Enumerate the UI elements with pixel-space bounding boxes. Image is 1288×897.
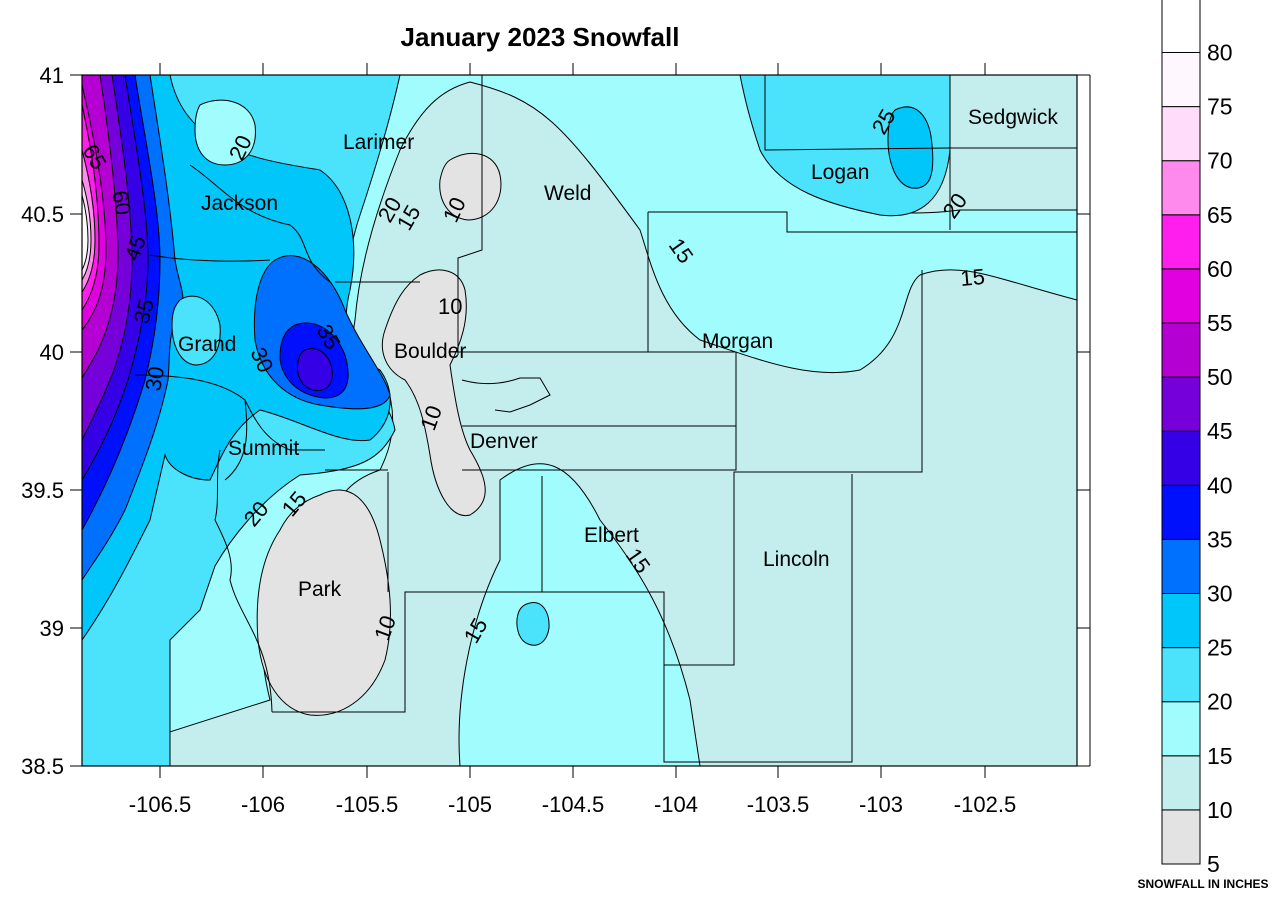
legend-swatch	[1161, 647, 1201, 703]
county-label-summit: Summit	[228, 437, 299, 460]
y-tick-label: 40.5	[21, 202, 64, 227]
legend-swatch	[1161, 322, 1201, 378]
fill-band-5-10	[439, 152, 502, 221]
county-label-denver: Denver	[470, 430, 538, 453]
legend-swatch	[1161, 268, 1201, 324]
legend-level-label: 45	[1207, 418, 1233, 444]
fill-pocket-jackson	[194, 99, 256, 166]
map-title: January 2023 Snowfall	[400, 22, 680, 52]
fill-band-5-10	[381, 269, 486, 516]
county-label-park: Park	[298, 578, 342, 601]
x-tick-label: -103.5	[747, 792, 809, 817]
fill-band-15-20	[458, 463, 701, 766]
legend-swatch	[1161, 701, 1201, 757]
legend-swatches	[1161, 0, 1201, 865]
county-label-boulder: Boulder	[394, 340, 466, 363]
plot-frame	[81, 74, 1078, 767]
x-tick-label: -106	[241, 792, 285, 817]
legend-swatch	[1161, 755, 1201, 811]
contour-label: 30	[140, 364, 169, 392]
legend-level-label: 5	[1207, 851, 1220, 877]
legend-level-label: 55	[1207, 310, 1233, 336]
county-label-sedgwick: Sedgwick	[968, 106, 1058, 129]
county-label-lincoln: Lincoln	[763, 548, 830, 571]
contour-label: 15	[959, 264, 986, 291]
legend-level-label: 10	[1207, 797, 1233, 823]
legend-swatch	[1161, 214, 1201, 270]
legend-swatch	[1161, 484, 1201, 540]
y-tick-label: 39.5	[21, 478, 64, 503]
fill-band-25-30	[887, 106, 934, 189]
x-tick-label: -105.5	[336, 792, 398, 817]
legend-level-label: 35	[1207, 526, 1233, 552]
county-label-logan: Logan	[811, 161, 869, 184]
legend-caption: SNOWFALL IN INCHES	[1137, 877, 1269, 891]
legend-level-label: 15	[1207, 743, 1233, 769]
snowfall-contours	[82, 75, 1077, 766]
legend-level-label: 40	[1207, 472, 1233, 498]
snowfall-map: -106.5 -106 -105.5 -105 -104.5 -104 -103…	[21, 63, 1091, 817]
x-tick-label: -105	[448, 792, 492, 817]
y-tick-label: 39	[40, 616, 64, 641]
x-tick-label: -103	[859, 792, 903, 817]
legend-swatch	[1161, 593, 1201, 649]
legend-level-label: 30	[1207, 581, 1233, 607]
legend-level-label: 60	[1207, 256, 1233, 282]
legend-level-label: 80	[1207, 40, 1233, 66]
legend-swatch	[1161, 0, 1201, 53]
legend-swatch	[1161, 376, 1201, 432]
y-tick-label: 40	[40, 340, 64, 365]
county-label-grand: Grand	[178, 333, 236, 356]
county-label-weld: Weld	[544, 182, 591, 205]
y-tick-label: 38.5	[21, 754, 64, 779]
legend-level-label: 70	[1207, 148, 1233, 174]
legend-level-label: 25	[1207, 635, 1233, 661]
legend-level-label: 50	[1207, 364, 1233, 390]
axis-ticks	[70, 63, 1090, 778]
fill-pocket-grand	[171, 295, 221, 366]
county-label-larimer: Larimer	[343, 131, 414, 154]
x-tick-label: -104	[654, 792, 698, 817]
x-tick-label: -106.5	[129, 792, 191, 817]
legend-level-label: 20	[1207, 689, 1233, 715]
y-tick-label: 41	[40, 63, 64, 88]
fill-band-40-45	[297, 348, 333, 392]
county-boundaries	[134, 75, 1077, 763]
legend-swatch	[1161, 160, 1201, 216]
legend-swatch	[1161, 809, 1201, 865]
county-label-elbert: Elbert	[584, 524, 639, 547]
legend-labels: 5 10 15 20 25 30 35 40 45 50 55 60 65 70 75 80	[1207, 40, 1233, 878]
legend-swatch	[1161, 52, 1201, 108]
legend-level-label: 65	[1207, 202, 1233, 228]
x-tick-label: -104.5	[542, 792, 604, 817]
legend-swatch	[1161, 430, 1201, 486]
legend-level-label: 75	[1207, 94, 1233, 120]
contour-label: 10	[438, 294, 462, 319]
legend-swatch	[1161, 538, 1201, 595]
contour-label: 60	[107, 189, 136, 217]
county-label-jackson: Jackson	[201, 192, 278, 215]
legend-swatch	[1161, 106, 1201, 162]
fill-pocket-elbert	[516, 602, 550, 646]
x-tick-label: -102.5	[954, 792, 1016, 817]
fill-band-80-plus	[82, 194, 89, 271]
fill-band-5-10	[256, 489, 391, 716]
county-label-morgan: Morgan	[702, 330, 773, 353]
